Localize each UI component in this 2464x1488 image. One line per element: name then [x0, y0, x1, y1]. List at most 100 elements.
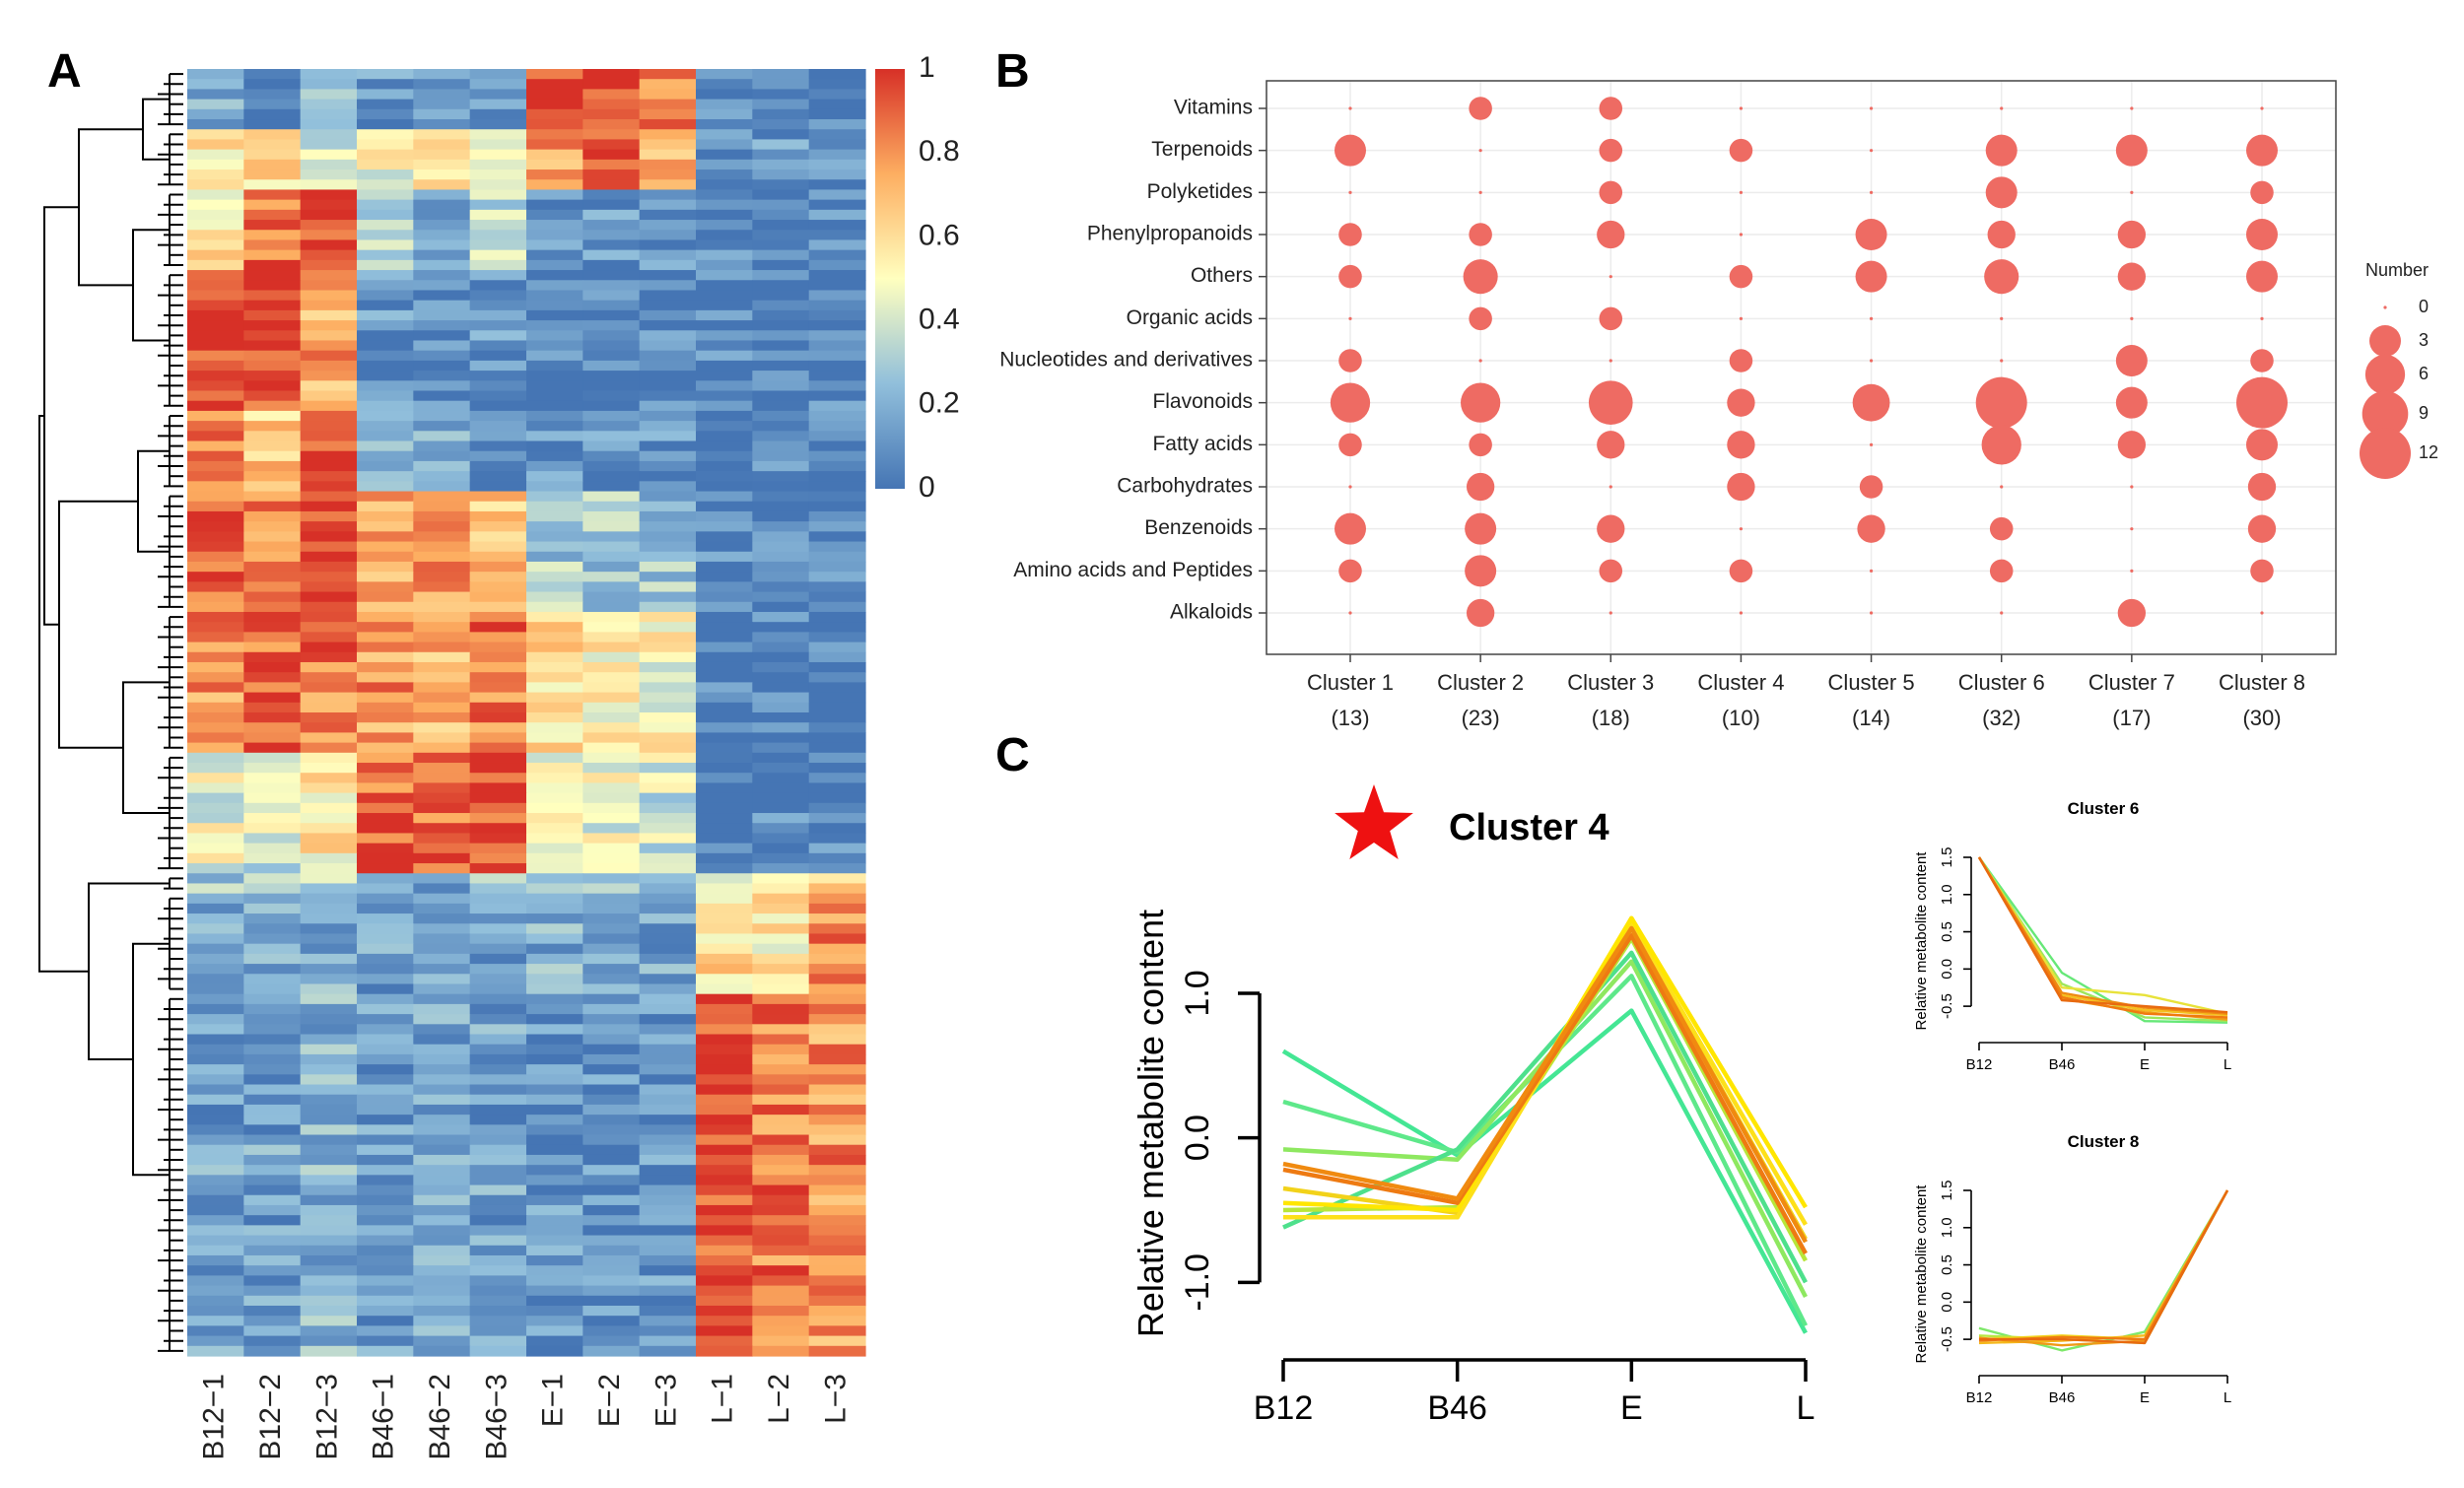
heatmap-cell [639, 551, 697, 563]
series-line [1978, 1189, 2229, 1345]
heatmap-cell [300, 551, 358, 563]
heatmap-cell [357, 1115, 414, 1125]
heatmap-cell [526, 661, 583, 673]
heatmap-cell [413, 230, 471, 241]
bubble [1729, 264, 1753, 289]
heatmap-cell [639, 1094, 697, 1106]
series-line [1978, 1189, 2229, 1345]
heatmap-cell [582, 923, 641, 935]
bubble [1739, 233, 1744, 237]
panel-label-a: A [47, 45, 82, 98]
heatmap-cell [469, 682, 527, 694]
heatmap-cell [187, 139, 244, 151]
heatmap-cell [413, 993, 471, 1005]
heatmap-cell [582, 380, 641, 392]
heatmap-cell [413, 1316, 471, 1326]
bubble [1461, 382, 1501, 423]
heatmap-cell [187, 510, 244, 522]
heatmap-cell [752, 943, 810, 955]
heatmap-cell [808, 1215, 866, 1226]
heatmap-cell [413, 732, 471, 744]
heatmap-cell [469, 1134, 527, 1146]
heatmap-cell [413, 340, 471, 352]
heatmap-cell [469, 943, 527, 955]
heatmap-cell [526, 169, 583, 180]
heatmap-cell [469, 883, 527, 895]
x-tick-label: Cluster 4 [1697, 670, 1784, 695]
heatmap-cell [357, 1204, 414, 1216]
heatmap-cell [187, 1044, 244, 1055]
heatmap-cell [469, 1204, 527, 1216]
heatmap-cell [752, 863, 810, 874]
heatmap-cell [526, 672, 583, 683]
heatmap-cell [243, 551, 302, 563]
heatmap-cell [243, 712, 302, 723]
heatmap-cell [582, 89, 641, 101]
heatmap-cell [413, 883, 471, 895]
heatmap-cell [413, 249, 471, 261]
heatmap-cell [639, 440, 697, 452]
bubble [1608, 359, 1612, 363]
heatmap-cell [808, 974, 866, 985]
heatmap-cell [243, 1094, 302, 1106]
heatmap-cell [469, 149, 527, 161]
heatmap-cell [582, 330, 641, 342]
heatmap-cell [413, 852, 471, 864]
heatmap-cell [187, 933, 244, 945]
bubble [1859, 475, 1883, 499]
heatmap-cell [413, 692, 471, 704]
heatmap-cell [752, 1154, 810, 1166]
bubble [1857, 514, 1885, 543]
heatmap-cell [243, 159, 302, 170]
heatmap-cell [243, 1115, 302, 1125]
heatmap-cell [300, 611, 358, 623]
heatmap-cell [808, 410, 866, 422]
heatmap-cell [300, 510, 358, 522]
heatmap-cell [469, 1064, 527, 1075]
heatmap-cell [469, 591, 527, 603]
y-tick-label: 0.5 [1939, 1254, 1955, 1275]
heatmap-cell [639, 581, 697, 593]
heatmap-cell [187, 661, 244, 673]
series-line [1281, 1008, 1808, 1334]
bubble [2000, 316, 2004, 320]
heatmap-cell [357, 752, 414, 764]
heatmap-cell [696, 1175, 753, 1186]
heatmap-cell [413, 953, 471, 965]
heatmap-cell [469, 169, 527, 180]
heatmap-cell [808, 220, 866, 231]
heatmap-cell [187, 1235, 244, 1247]
heatmap-cell [469, 108, 527, 120]
heatmap-cell [469, 953, 527, 965]
heatmap-cell [187, 410, 244, 422]
heatmap-cell [187, 833, 244, 845]
heatmap-cell [639, 1184, 697, 1196]
heatmap-cell [413, 1134, 471, 1146]
heatmap-cell [582, 933, 641, 945]
heatmap-cell [243, 722, 302, 733]
heatmap-cell [582, 230, 641, 241]
heatmap-cell [526, 843, 583, 854]
heatmap-cell [808, 390, 866, 402]
heatmap-cell [752, 672, 810, 683]
heatmap-cell [808, 380, 866, 392]
heatmap-cell [357, 873, 414, 885]
heatmap-cell [808, 350, 866, 362]
heatmap-cell [526, 1325, 583, 1337]
heatmap-cell [300, 1295, 358, 1307]
heatmap-cell [187, 1245, 244, 1256]
heatmap-cell [696, 1204, 753, 1216]
heatmap-cell [300, 1064, 358, 1075]
heatmap-cell [696, 682, 753, 694]
heatmap-cell [582, 712, 641, 723]
heatmap-cell [526, 220, 583, 231]
heatmap-cell [752, 581, 810, 593]
heatmap-cell [243, 371, 302, 381]
heatmap-cell [469, 763, 527, 774]
heatmap-column-label: B12−1 [198, 1374, 231, 1460]
heatmap-cell [469, 572, 527, 582]
heatmap-cell [639, 1053, 697, 1065]
heatmap-cell [752, 189, 810, 201]
heatmap-cell [187, 742, 244, 754]
heatmap-cell [808, 1194, 866, 1206]
